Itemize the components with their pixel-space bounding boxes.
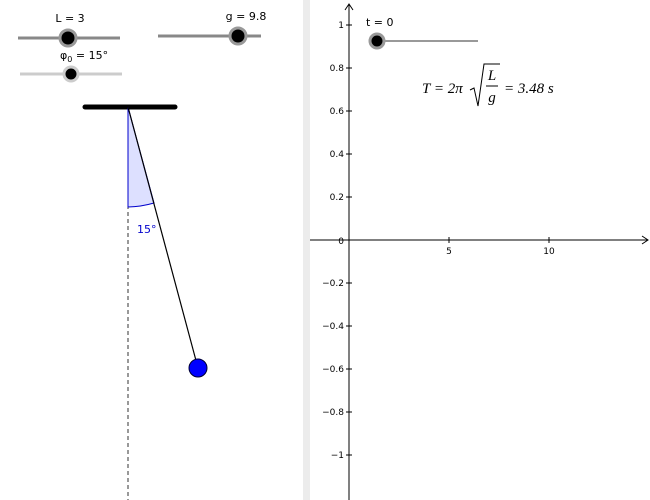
symbol: φ xyxy=(60,49,67,62)
formula: T = 2π L g = 3.48 s xyxy=(422,63,554,107)
slider-label: t = 0 xyxy=(366,16,394,29)
formula-rhs: = 3.48 s xyxy=(504,81,554,97)
value: = 15° xyxy=(72,49,108,62)
slider-label: φ0 = 15° xyxy=(60,49,108,64)
y-tick-label: 0.8 xyxy=(330,64,345,74)
x-tick-label: 5 xyxy=(446,247,452,257)
y-axis-arrow xyxy=(344,3,354,11)
bob[interactable] xyxy=(188,358,208,378)
subscript: 0 xyxy=(67,55,72,64)
y-tick-label: −0.4 xyxy=(322,322,344,332)
angle-label: 15° xyxy=(137,223,157,236)
numerator: L xyxy=(487,68,496,84)
string xyxy=(127,106,199,369)
y-tick-label: 1 xyxy=(338,21,344,31)
slider-knob[interactable] xyxy=(58,28,78,48)
slider-knob[interactable] xyxy=(228,26,248,46)
x-tick-label: 10 xyxy=(543,247,555,257)
y-tick-label: −1 xyxy=(331,451,344,461)
slider-label: L = 3 xyxy=(55,12,84,25)
slider-knob[interactable] xyxy=(62,65,80,83)
y-tick-label: 0.4 xyxy=(330,150,345,160)
denominator: g xyxy=(488,90,496,106)
y-tick-label: −0.8 xyxy=(322,408,344,418)
y-tick-label: 0.2 xyxy=(330,193,344,203)
formula-lhs: T = 2π xyxy=(422,81,463,97)
slider-knob[interactable] xyxy=(368,32,386,50)
divider[interactable] xyxy=(303,0,310,500)
y-tick-label: 0.6 xyxy=(330,107,345,117)
ticks: 5 10 1 0.8 0.6 0.4 0.2 0 −0.2 −0.4 −0.6 −0.8 −1 xyxy=(322,21,555,461)
y-tick-label: −0.2 xyxy=(322,279,344,289)
y-tick-label: −0.6 xyxy=(322,365,344,375)
x-axis-arrow xyxy=(641,235,649,245)
y-tick-label: 0 xyxy=(338,237,344,247)
sqrt-sign xyxy=(469,63,500,107)
slider-label: g = 9.8 xyxy=(226,10,267,23)
